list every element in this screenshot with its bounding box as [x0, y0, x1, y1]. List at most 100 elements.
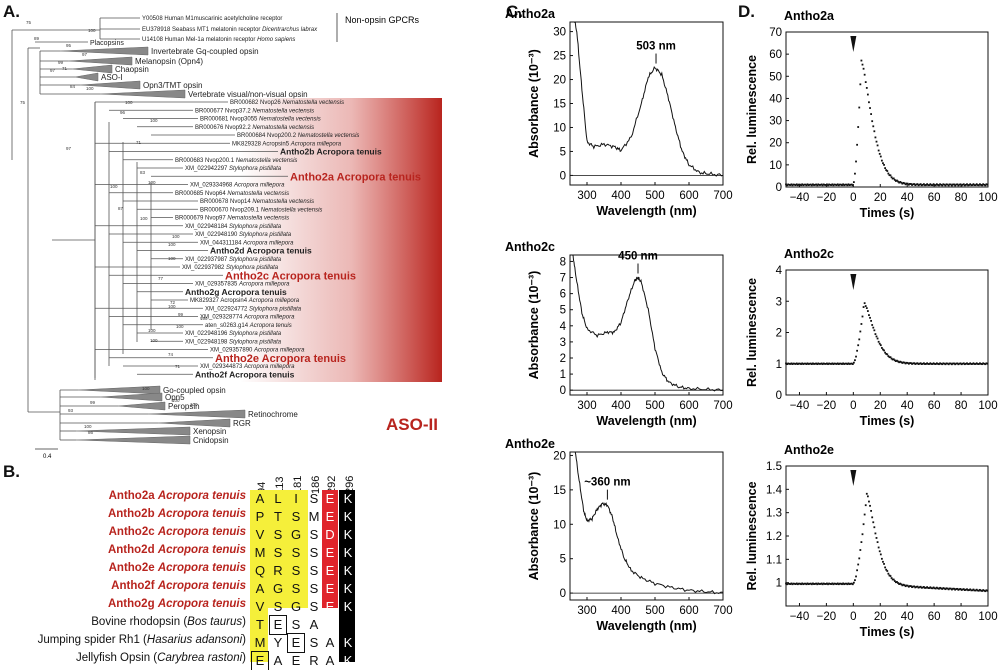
x-tick-label: 300: [577, 190, 596, 202]
bootstrap-value: 86: [88, 430, 94, 435]
y-tick-label: 0: [776, 182, 782, 194]
stimulus-arrow: [850, 274, 857, 290]
phylogenetic-tree: Y00508 Human M1muscarinic acetylcholine …: [11, 13, 442, 460]
y-tick-label: 3: [776, 296, 782, 308]
plot-frame: [569, 451, 724, 601]
peak-annotation: ~360 nm: [584, 477, 630, 489]
x-axis-label: Times (s): [860, 625, 915, 639]
bootstrap-value: 87: [118, 206, 124, 211]
taxon-label: XM_044311184 Acropora millepora: [200, 240, 294, 246]
x-tick-label: 500: [645, 400, 664, 412]
x-tick-label: 700: [713, 400, 732, 412]
luminescence-points: [785, 492, 989, 593]
chart-title: Antho2e: [505, 437, 555, 451]
alignment-row: Antho2g Acropora tenuis: [0, 598, 246, 616]
residue: S: [291, 581, 301, 596]
collapsed-clade: [147, 409, 246, 419]
residue: A: [325, 635, 335, 650]
taxon-label: XM_029344873 Acropora millepora: [200, 364, 295, 370]
x-tick-label: 100: [978, 611, 997, 623]
residue: Y: [273, 635, 283, 650]
panel-d-letter: D.: [738, 2, 755, 21]
residue: S: [291, 509, 301, 524]
species-name: Acropora tenuis: [157, 526, 246, 538]
y-axis-label: Absorbance (10⁻³): [527, 49, 541, 158]
y-tick-label: 8: [560, 256, 566, 268]
residue: T: [274, 509, 282, 524]
bold-taxon: Antho2g Acropora tenuis: [185, 287, 287, 297]
residue: S: [291, 563, 301, 578]
taxon-label: XM_022948190 Stylophora pistillata: [195, 232, 292, 238]
bootstrap-value: 100: [168, 242, 176, 247]
bootstrap-value: 100: [168, 304, 176, 309]
gene-name: Antho2b: [107, 508, 155, 520]
gene-name: Antho2g: [107, 598, 155, 610]
taxon-label: BR000684 Nvop200.2 Nematostella vectensi…: [237, 133, 359, 139]
species-name: Acropora tenuis: [157, 598, 246, 610]
x-tick-label: 20: [874, 400, 887, 412]
bootstrap-value: 95: [66, 43, 72, 48]
plot-frame: [569, 254, 724, 396]
bootstrap-value: 100: [88, 28, 96, 33]
chart-3: Antho2a −40 −20 0 20 40 60 80 100 0 10 20 30 40 50 60 70…: [745, 9, 998, 220]
y-tick-label: 1.5: [766, 461, 782, 473]
residue: S: [273, 545, 283, 560]
bootstrap-value: 100: [84, 424, 92, 429]
collapsed-clade: [117, 401, 166, 411]
bootstrap-value: 75: [26, 20, 32, 25]
alignment-row: Jumping spider Rh1 (Hasarius adansoni): [0, 634, 246, 652]
chart-title: Antho2e: [784, 443, 834, 457]
bootstrap-value: 71: [136, 140, 142, 145]
alignment-panel: 94 113 181 186 292 296 Antho2a Acropora tenuis…: [0, 462, 356, 670]
bootstrap-value: 100: [190, 402, 198, 407]
residue: S: [309, 599, 319, 614]
bootstrap-value: 93: [68, 408, 74, 413]
x-tick-label: 400: [611, 190, 630, 202]
counterion-red-block: [322, 490, 338, 608]
y-tick-label: 15: [553, 99, 566, 111]
y-tick-label: 0: [560, 170, 566, 182]
y-tick-label: 1.2: [766, 531, 782, 543]
bootstrap-value: 100: [110, 184, 118, 189]
y-tick-label: 7: [560, 273, 566, 285]
x-tick-label: −20: [817, 400, 837, 412]
species-name: (Hasarius adansoni): [143, 634, 246, 646]
highlighted-taxon: Antho2c Acropora tenuis: [225, 270, 356, 282]
y-tick-label: 1.3: [766, 508, 782, 520]
y-tick-label: 1: [776, 578, 782, 590]
x-tick-label: 100: [978, 192, 997, 204]
taxon-label: XM_022948196 Stylophora pistillata: [185, 331, 282, 337]
panel-a-letter: A.: [3, 2, 20, 21]
residue: I: [294, 491, 298, 506]
taxon-label: MK829328 Acropsin5 Acropora millepora: [232, 141, 342, 147]
residue: E: [269, 615, 287, 635]
species-name: Acropora tenuis: [157, 490, 246, 502]
residue: S: [309, 545, 319, 560]
x-tick-label: 300: [577, 400, 596, 412]
residue: P: [255, 509, 265, 524]
taxon-label: BR000677 Nvop37.2 Nematostella vectensis: [195, 108, 314, 114]
y-tick-label: 40: [769, 93, 782, 105]
lysine-black-block: [339, 490, 355, 662]
x-axis-label: Times (s): [860, 206, 915, 220]
collapsed-clade: [77, 385, 161, 395]
gene-name: Jellyfish Opsin: [75, 652, 151, 664]
panel-b-letter: B.: [3, 462, 20, 481]
y-tick-label: 5: [560, 146, 566, 158]
x-tick-label: 40: [901, 192, 914, 204]
alignment-row: Antho2c Acropora tenuis: [0, 526, 246, 544]
y-tick-label: 30: [769, 116, 782, 128]
bootstrap-value: 100: [200, 316, 208, 321]
residue: G: [290, 599, 302, 614]
gene-name: Antho2f: [111, 580, 155, 592]
outgroup-taxon: Y00508 Human M1muscarinic acetylcholine …: [142, 16, 282, 22]
y-tick-label: 1: [776, 359, 782, 371]
x-tick-label: 80: [955, 192, 968, 204]
bootstrap-value: 100: [148, 328, 156, 333]
collapsed-clade: [74, 72, 99, 82]
residue: T: [256, 617, 264, 632]
x-tick-label: 700: [713, 605, 732, 617]
luminescence-points: [785, 59, 989, 187]
taxon-label: XM_029328774 Acropora millepora: [200, 315, 295, 321]
